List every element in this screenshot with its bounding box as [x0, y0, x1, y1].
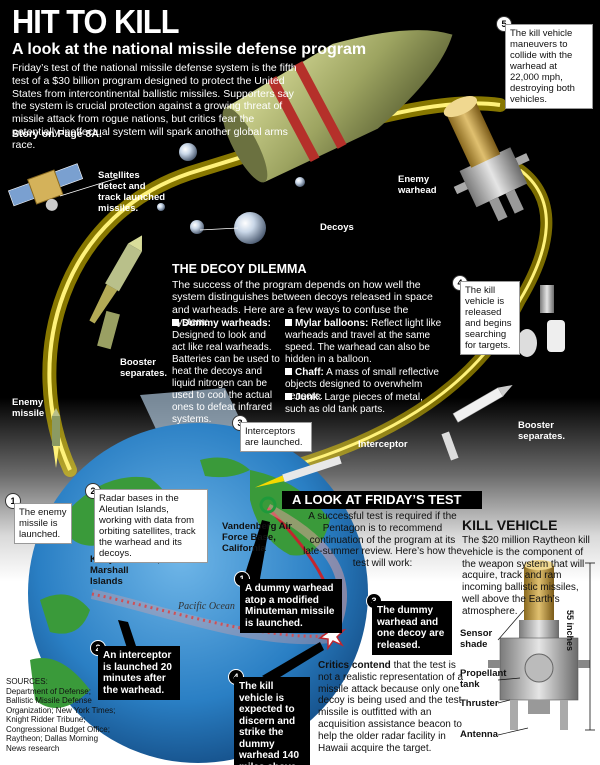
decoys-label: Decoys	[320, 222, 354, 233]
enemy-warhead-label: Enemy warhead	[398, 174, 437, 196]
critics-text: that the test is not a realistic represe…	[318, 660, 464, 754]
interceptor-rocket	[254, 453, 351, 488]
kill-vehicle-detail	[488, 560, 590, 730]
bullet-square-icon	[172, 319, 179, 326]
part-sensor-shade: Sensor shade	[460, 628, 493, 650]
part-thruster: Thruster	[460, 698, 499, 709]
vandenberg-marker	[259, 496, 277, 514]
intro-text: Friday’s test of the national missile de…	[12, 62, 297, 151]
page-title: HIT TO KILL	[12, 3, 179, 40]
part-antenna: Antenna	[460, 729, 498, 740]
sources-heading: SOURCES:	[6, 677, 48, 686]
booster-separates-right-label: Booster separates.	[518, 420, 566, 442]
dilemma-item-junk: Junk: Large pieces of metal, such as old…	[285, 392, 445, 416]
booster-left	[89, 235, 142, 324]
dilemma-text: Reflect light like warheads and travel a…	[285, 318, 442, 365]
decoy-dilemma-heading: THE DECOY DILEMMA	[172, 262, 307, 276]
enemy-missile	[52, 408, 60, 468]
booster-separates-left-label: Booster separates.	[120, 357, 168, 379]
kill-vehicle-space-illustration	[443, 96, 530, 222]
booster-right	[452, 385, 513, 423]
step-1-callout: The enemy missile is launched.	[14, 503, 72, 544]
bullet-square-icon	[285, 368, 292, 375]
test-step-2-callout: An interceptor is launched 20 minutes af…	[98, 646, 180, 700]
kill-vehicle-text: The $20 million Raytheon kill vehicle is…	[462, 535, 590, 617]
fridays-test-intro: A successful test is required if the Pen…	[303, 511, 462, 570]
bullet-square-icon	[285, 319, 292, 326]
dimension-label: 55 inches	[565, 610, 575, 652]
step-4-callout: The kill vehicle is released and begins …	[460, 281, 520, 355]
test-step-3-callout: The dummy warhead and one decoy are rele…	[372, 601, 452, 655]
step-3-callout: Interceptors are launched.	[240, 422, 312, 452]
critics-paragraph: Critics contend that the test is not a r…	[318, 660, 470, 754]
dilemma-item-chaff: Chaff: A mass of small reflective object…	[285, 367, 445, 403]
story-reference: Story on Page 8A.	[12, 128, 102, 140]
dilemma-text: Large pieces of metal, such as old tank …	[285, 392, 423, 415]
decoys-leader	[199, 227, 239, 231]
dilemma-item-dummy-warheads: Dummy warheads: Designed to look and act…	[172, 318, 282, 426]
step-2-callout: Radar bases in the Aleutian Islands, wor…	[94, 489, 208, 563]
enemy-missile-label: Enemy missile	[12, 397, 45, 419]
sources-text: Department of Defense; Ballistic Missile…	[6, 686, 116, 753]
bullet-square-icon	[285, 393, 292, 400]
fridays-test-banner: A LOOK AT FRIDAY’S TEST	[282, 491, 482, 509]
critics-lead: Critics contend	[318, 660, 391, 671]
kill-vehicle-title: KILL VEHICLE	[462, 517, 558, 533]
decoy-balloons	[157, 143, 305, 244]
decoy-dilemma-intro: The success of the program depends on ho…	[172, 279, 433, 328]
dilemma-term: Dummy warheads:	[182, 318, 271, 329]
test-step-4-callout: The kill vehicle is expected to discern …	[234, 677, 310, 765]
test-step-1-callout: A dummy warhead atop a modified Minutema…	[240, 579, 342, 633]
dilemma-text: A mass of small reflective objects desig…	[285, 367, 439, 402]
dilemma-item-mylar-balloons: Mylar balloons: Reflect light like warhe…	[285, 318, 445, 366]
sources: SOURCES: Department of Defense; Ballistic…	[6, 677, 116, 753]
dilemma-term: Mylar balloons:	[295, 318, 369, 329]
pacific-ocean-label: Pacific Ocean	[178, 601, 235, 612]
booster-right-2	[441, 431, 459, 461]
dilemma-text: Designed to look and act like real warhe…	[172, 330, 280, 425]
page-subtitle: A look at the national missile defense p…	[12, 41, 367, 58]
satellites-label: Satellites detect and track launched mis…	[98, 170, 166, 214]
part-propellant-tank: Propellant tank	[460, 668, 507, 690]
dimension-marker	[585, 562, 595, 731]
enemy-warhead-illustration	[222, 30, 453, 183]
part-leader-lines	[497, 609, 529, 736]
kill-vehicle-released	[517, 285, 565, 357]
step-5-callout: The kill vehicle maneuvers to collide wi…	[505, 24, 593, 109]
booster-left-2	[97, 310, 120, 350]
satellite-leader	[59, 177, 119, 197]
interceptor-label: Interceptor	[358, 439, 408, 450]
dilemma-term: Junk:	[295, 392, 322, 403]
vandenberg-label: Vandenberg Air Force Base, California	[222, 521, 292, 554]
dilemma-term: Chaff:	[295, 367, 324, 378]
satellite-illustration	[8, 163, 84, 211]
